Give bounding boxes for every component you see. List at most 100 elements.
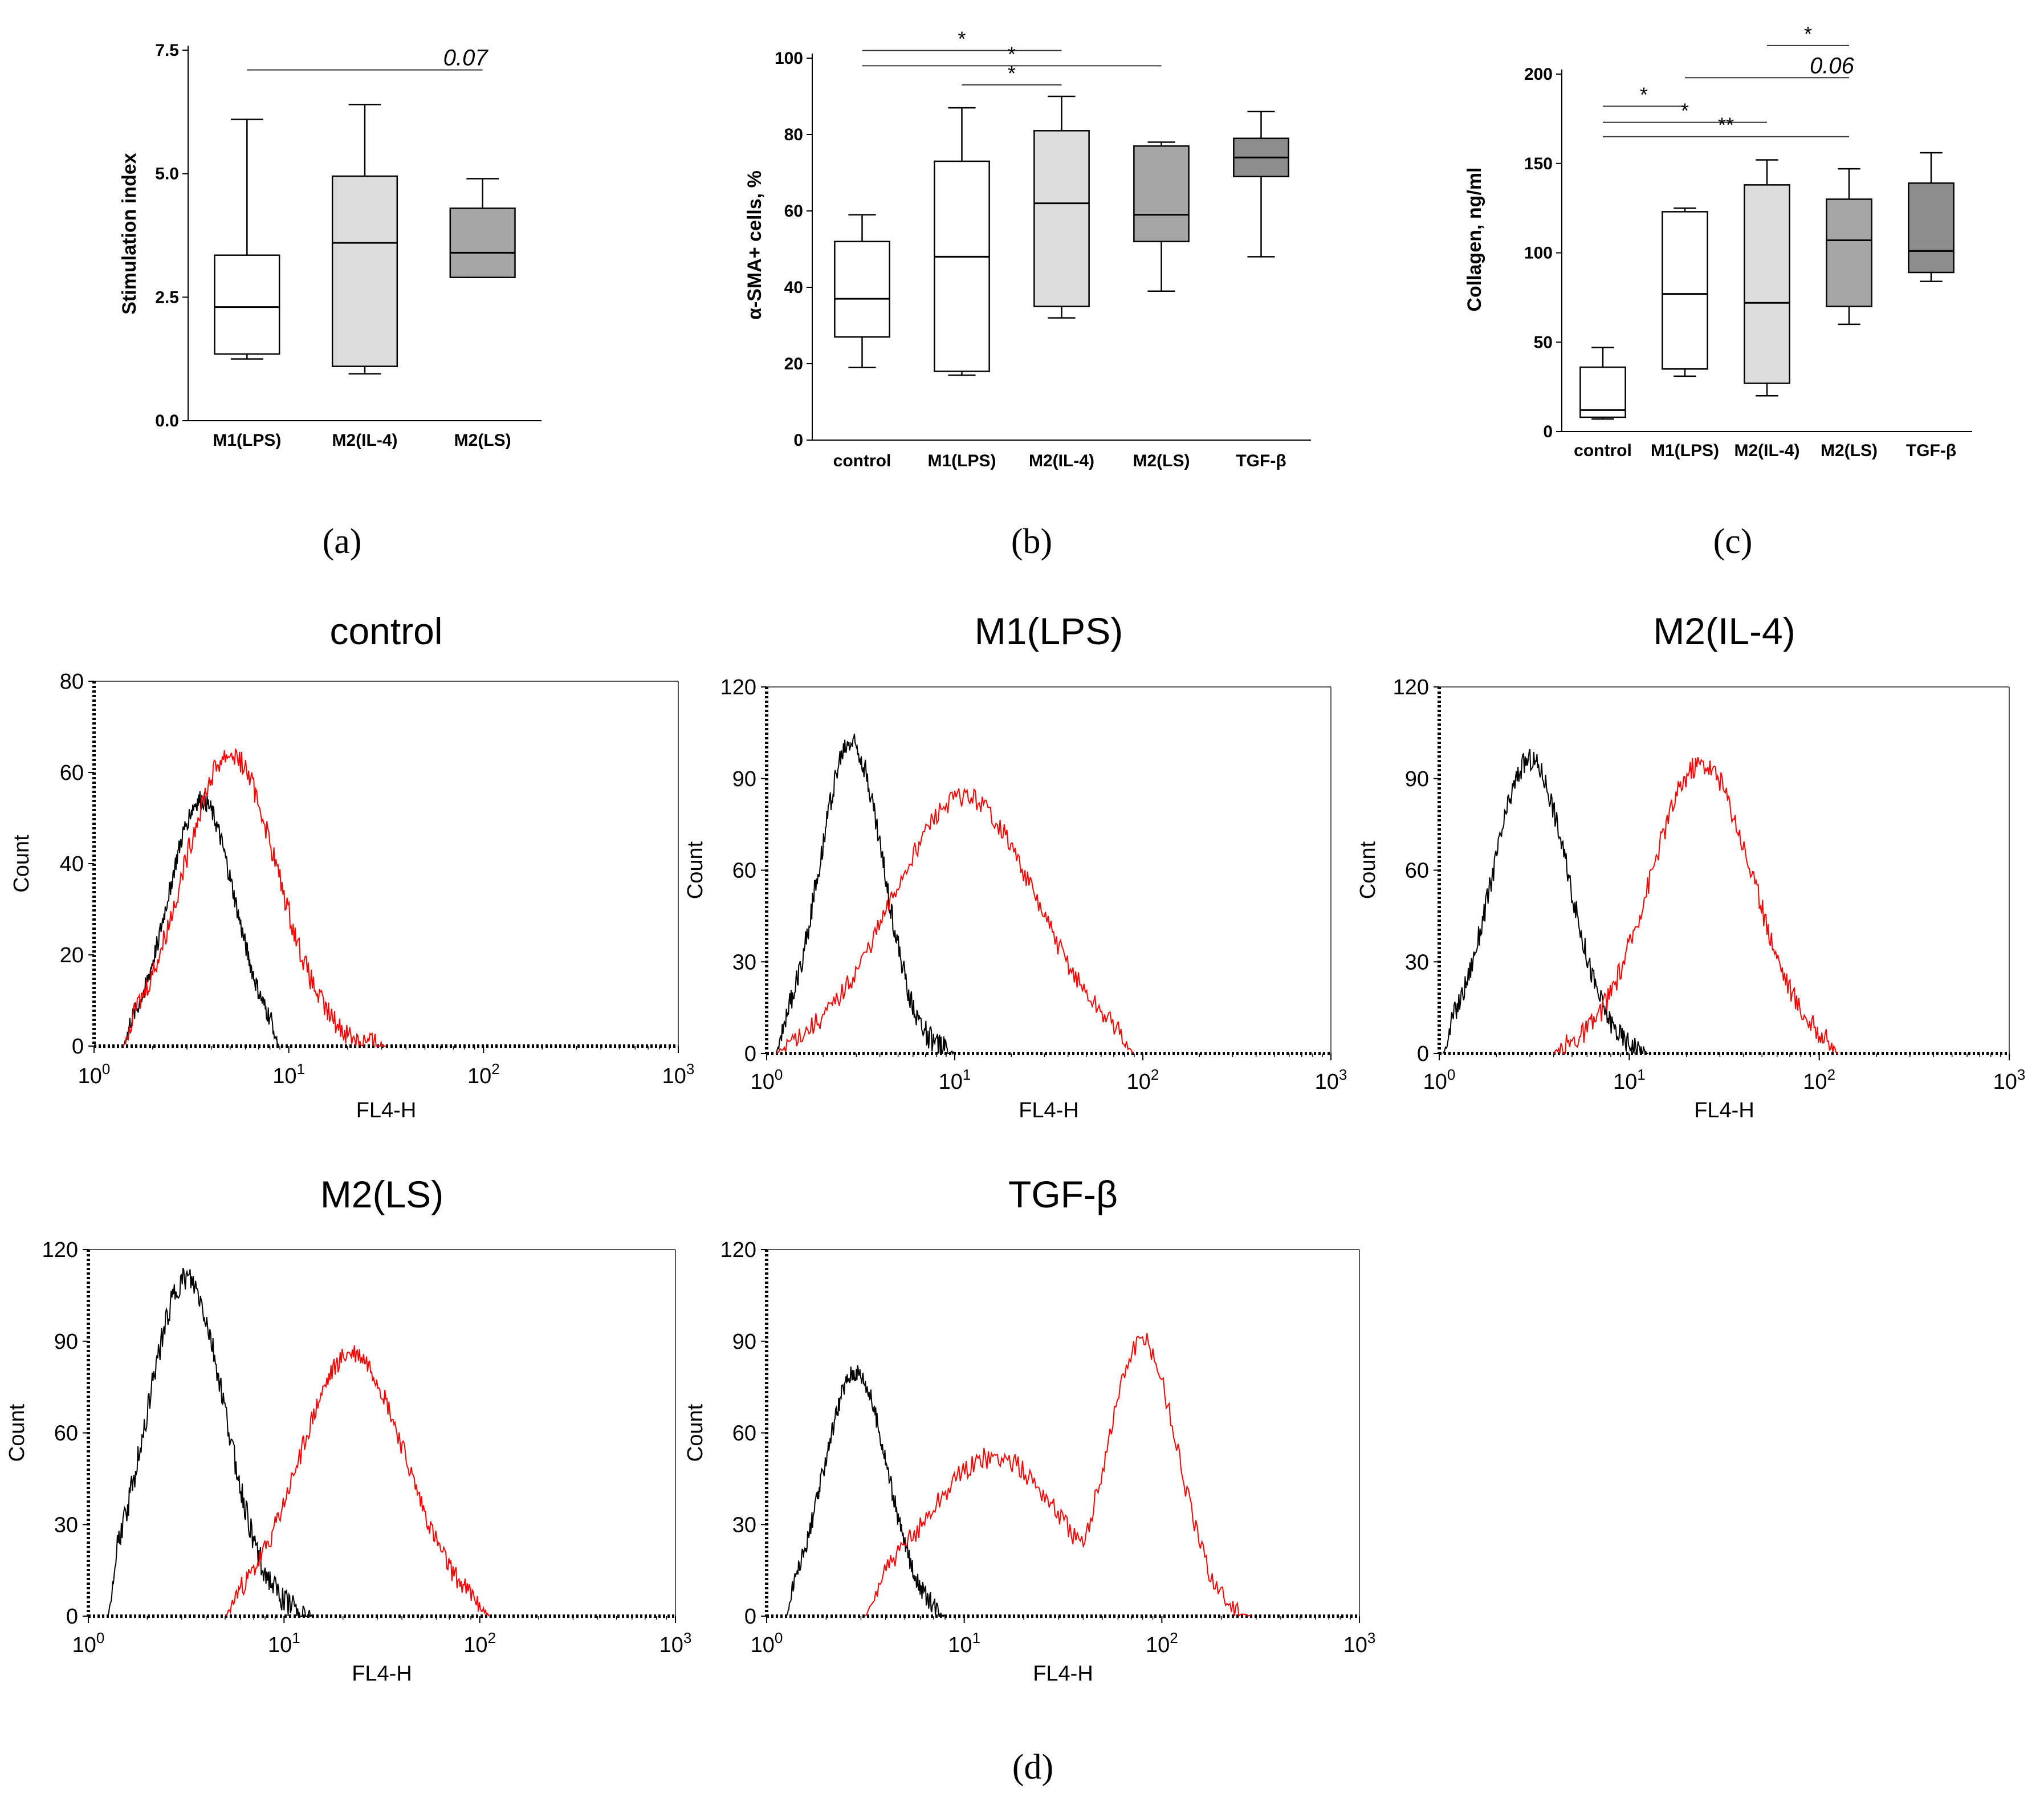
x-tick-label: 101: [268, 1629, 300, 1657]
panel-label-b: (b): [1011, 522, 1052, 561]
histogram-title: TGF-β: [1008, 1173, 1118, 1215]
x-tick-label: 100: [751, 1066, 783, 1094]
x-tick-label: 103: [1315, 1066, 1347, 1094]
category-label: M2(LS): [454, 431, 511, 450]
significance-label: *: [1640, 83, 1648, 106]
category-label: M2(LS): [1821, 441, 1878, 460]
y-tick-label: 90: [732, 1330, 756, 1354]
box-M1(LPS): [1662, 211, 1708, 370]
box-M2(LS): [1826, 198, 1872, 307]
x-tick-label: 101: [939, 1066, 971, 1094]
y-tick-label: 0: [66, 1605, 78, 1629]
histogram-M1(LPS): M1(LPS) 0 30 60 90 120 Count 100 101 102 103 FL4-H: [683, 610, 1347, 1122]
y-tick-label: 60: [784, 202, 803, 221]
histogram-title: control: [329, 610, 442, 652]
box-M1(LPS): [214, 254, 280, 355]
x-axis-label: FL4-H: [1033, 1662, 1093, 1686]
y-axis-label: Count: [1356, 841, 1380, 899]
significance-label: 0.06: [1810, 53, 1855, 78]
x-axis-label: FL4-H: [356, 1099, 417, 1122]
x-tick-label: 100: [72, 1629, 105, 1657]
x-tick-label: 102: [463, 1629, 496, 1657]
category-label: control: [833, 451, 891, 470]
y-tick-label: 20: [60, 943, 84, 967]
box-TGF-β: [1908, 182, 1955, 274]
x-tick-label: 100: [751, 1629, 783, 1657]
category-label: M2(IL-4): [1734, 441, 1800, 460]
histogram-title: M2(LS): [320, 1173, 443, 1215]
y-tick-label: 120: [720, 1238, 756, 1262]
panel-c: 0 50 100 150 200 Collagen, ng/ml control M1(LPS…: [1464, 22, 1972, 561]
y-axis-label: α-SMA+ cells, %: [744, 170, 766, 320]
histogram-M2(LS): M2(LS) 0 30 60 90 120 Count 100 101 102 103 FL4-H: [5, 1173, 691, 1686]
y-tick-label: 90: [732, 767, 756, 791]
series-control-curve: [1442, 749, 1648, 1055]
x-tick-label: 103: [1343, 1629, 1376, 1657]
y-axis-label: Collagen, ng/ml: [1464, 167, 1485, 311]
panel-label-c: (c): [1713, 522, 1753, 561]
panel-a: 0.0 2.5 5.0 7.5 Stimulation index M1(LPS) M2(I…: [119, 41, 541, 561]
significance-label: 0.07: [443, 46, 489, 71]
y-tick-label: 7.5: [155, 41, 179, 60]
y-tick-label: 120: [720, 676, 756, 699]
y-tick-label: 60: [54, 1422, 78, 1446]
x-axis-label: FL4-H: [1019, 1099, 1079, 1122]
y-tick-label: 0: [1417, 1042, 1429, 1066]
y-tick-label: 0: [744, 1605, 756, 1629]
x-axis-label: FL4-H: [352, 1662, 412, 1686]
category-label: M2(LS): [1133, 451, 1190, 470]
y-tick-label: 0: [1543, 422, 1553, 441]
x-tick-label: 102: [1803, 1066, 1835, 1094]
histogram-title: M1(LPS): [975, 610, 1123, 652]
category-label: M1(LPS): [1651, 441, 1719, 460]
box-M2(LS): [1133, 145, 1190, 242]
histogram-control: control 0 20 40 60 80 Count 100 101 102 103 FL4-H: [10, 610, 694, 1122]
x-tick-label: 103: [1993, 1066, 2026, 1094]
series-stained-curve: [776, 787, 1134, 1054]
y-tick-label: 30: [1405, 950, 1429, 974]
series-control-curve: [785, 1365, 945, 1617]
y-axis-label: Count: [683, 841, 707, 899]
y-tick-label: 50: [1534, 333, 1553, 352]
panel-label-d: (d): [1012, 1748, 1053, 1787]
x-tick-label: 102: [1146, 1629, 1178, 1657]
significance-label: **: [1718, 113, 1734, 137]
box-control: [834, 241, 890, 338]
y-tick-label: 30: [54, 1513, 78, 1537]
category-label: M1(LPS): [928, 451, 996, 470]
x-tick-label: 100: [1423, 1066, 1456, 1094]
significance-label: *: [1008, 42, 1016, 66]
series-stained-curve: [865, 1333, 1251, 1617]
y-axis-label: Count: [10, 835, 34, 893]
y-tick-label: 40: [60, 852, 84, 876]
x-tick-label: 101: [1613, 1066, 1646, 1094]
significance-label: *: [1804, 22, 1812, 46]
y-tick-label: 90: [54, 1330, 78, 1354]
series-stained-curve: [225, 1345, 490, 1617]
y-axis-label: Stimulation index: [119, 153, 140, 314]
significance-label: *: [958, 27, 966, 51]
y-tick-label: 60: [60, 761, 84, 785]
panel-label-a: (a): [323, 522, 362, 561]
x-tick-label: 103: [659, 1629, 692, 1657]
y-tick-label: 20: [784, 355, 803, 373]
y-tick-label: 90: [1405, 767, 1429, 791]
box-M2(LS): [449, 208, 516, 278]
x-tick-label: 102: [467, 1060, 500, 1088]
category-label: M2(IL-4): [332, 431, 398, 450]
category-label: control: [1574, 441, 1632, 460]
series-stained-curve: [123, 748, 386, 1047]
y-tick-label: 120: [1393, 676, 1429, 699]
y-tick-label: 0: [793, 431, 803, 450]
series-control-curve: [123, 791, 280, 1047]
y-tick-label: 60: [732, 1422, 756, 1446]
significance-label: *: [1681, 99, 1689, 123]
y-tick-label: 2.5: [155, 288, 179, 307]
series-stained-curve: [1553, 756, 1838, 1055]
histogram-TGF-β: TGF-β 0 30 60 90 120 Count 100 101 102 103 FL4-H: [683, 1173, 1375, 1686]
panel-b: 0 20 40 60 80 100 α-SMA+ cells, % control M1(LPS…: [744, 27, 1311, 561]
y-tick-label: 0: [72, 1035, 84, 1059]
y-tick-label: 100: [1524, 244, 1553, 263]
x-tick-label: 101: [948, 1629, 980, 1657]
